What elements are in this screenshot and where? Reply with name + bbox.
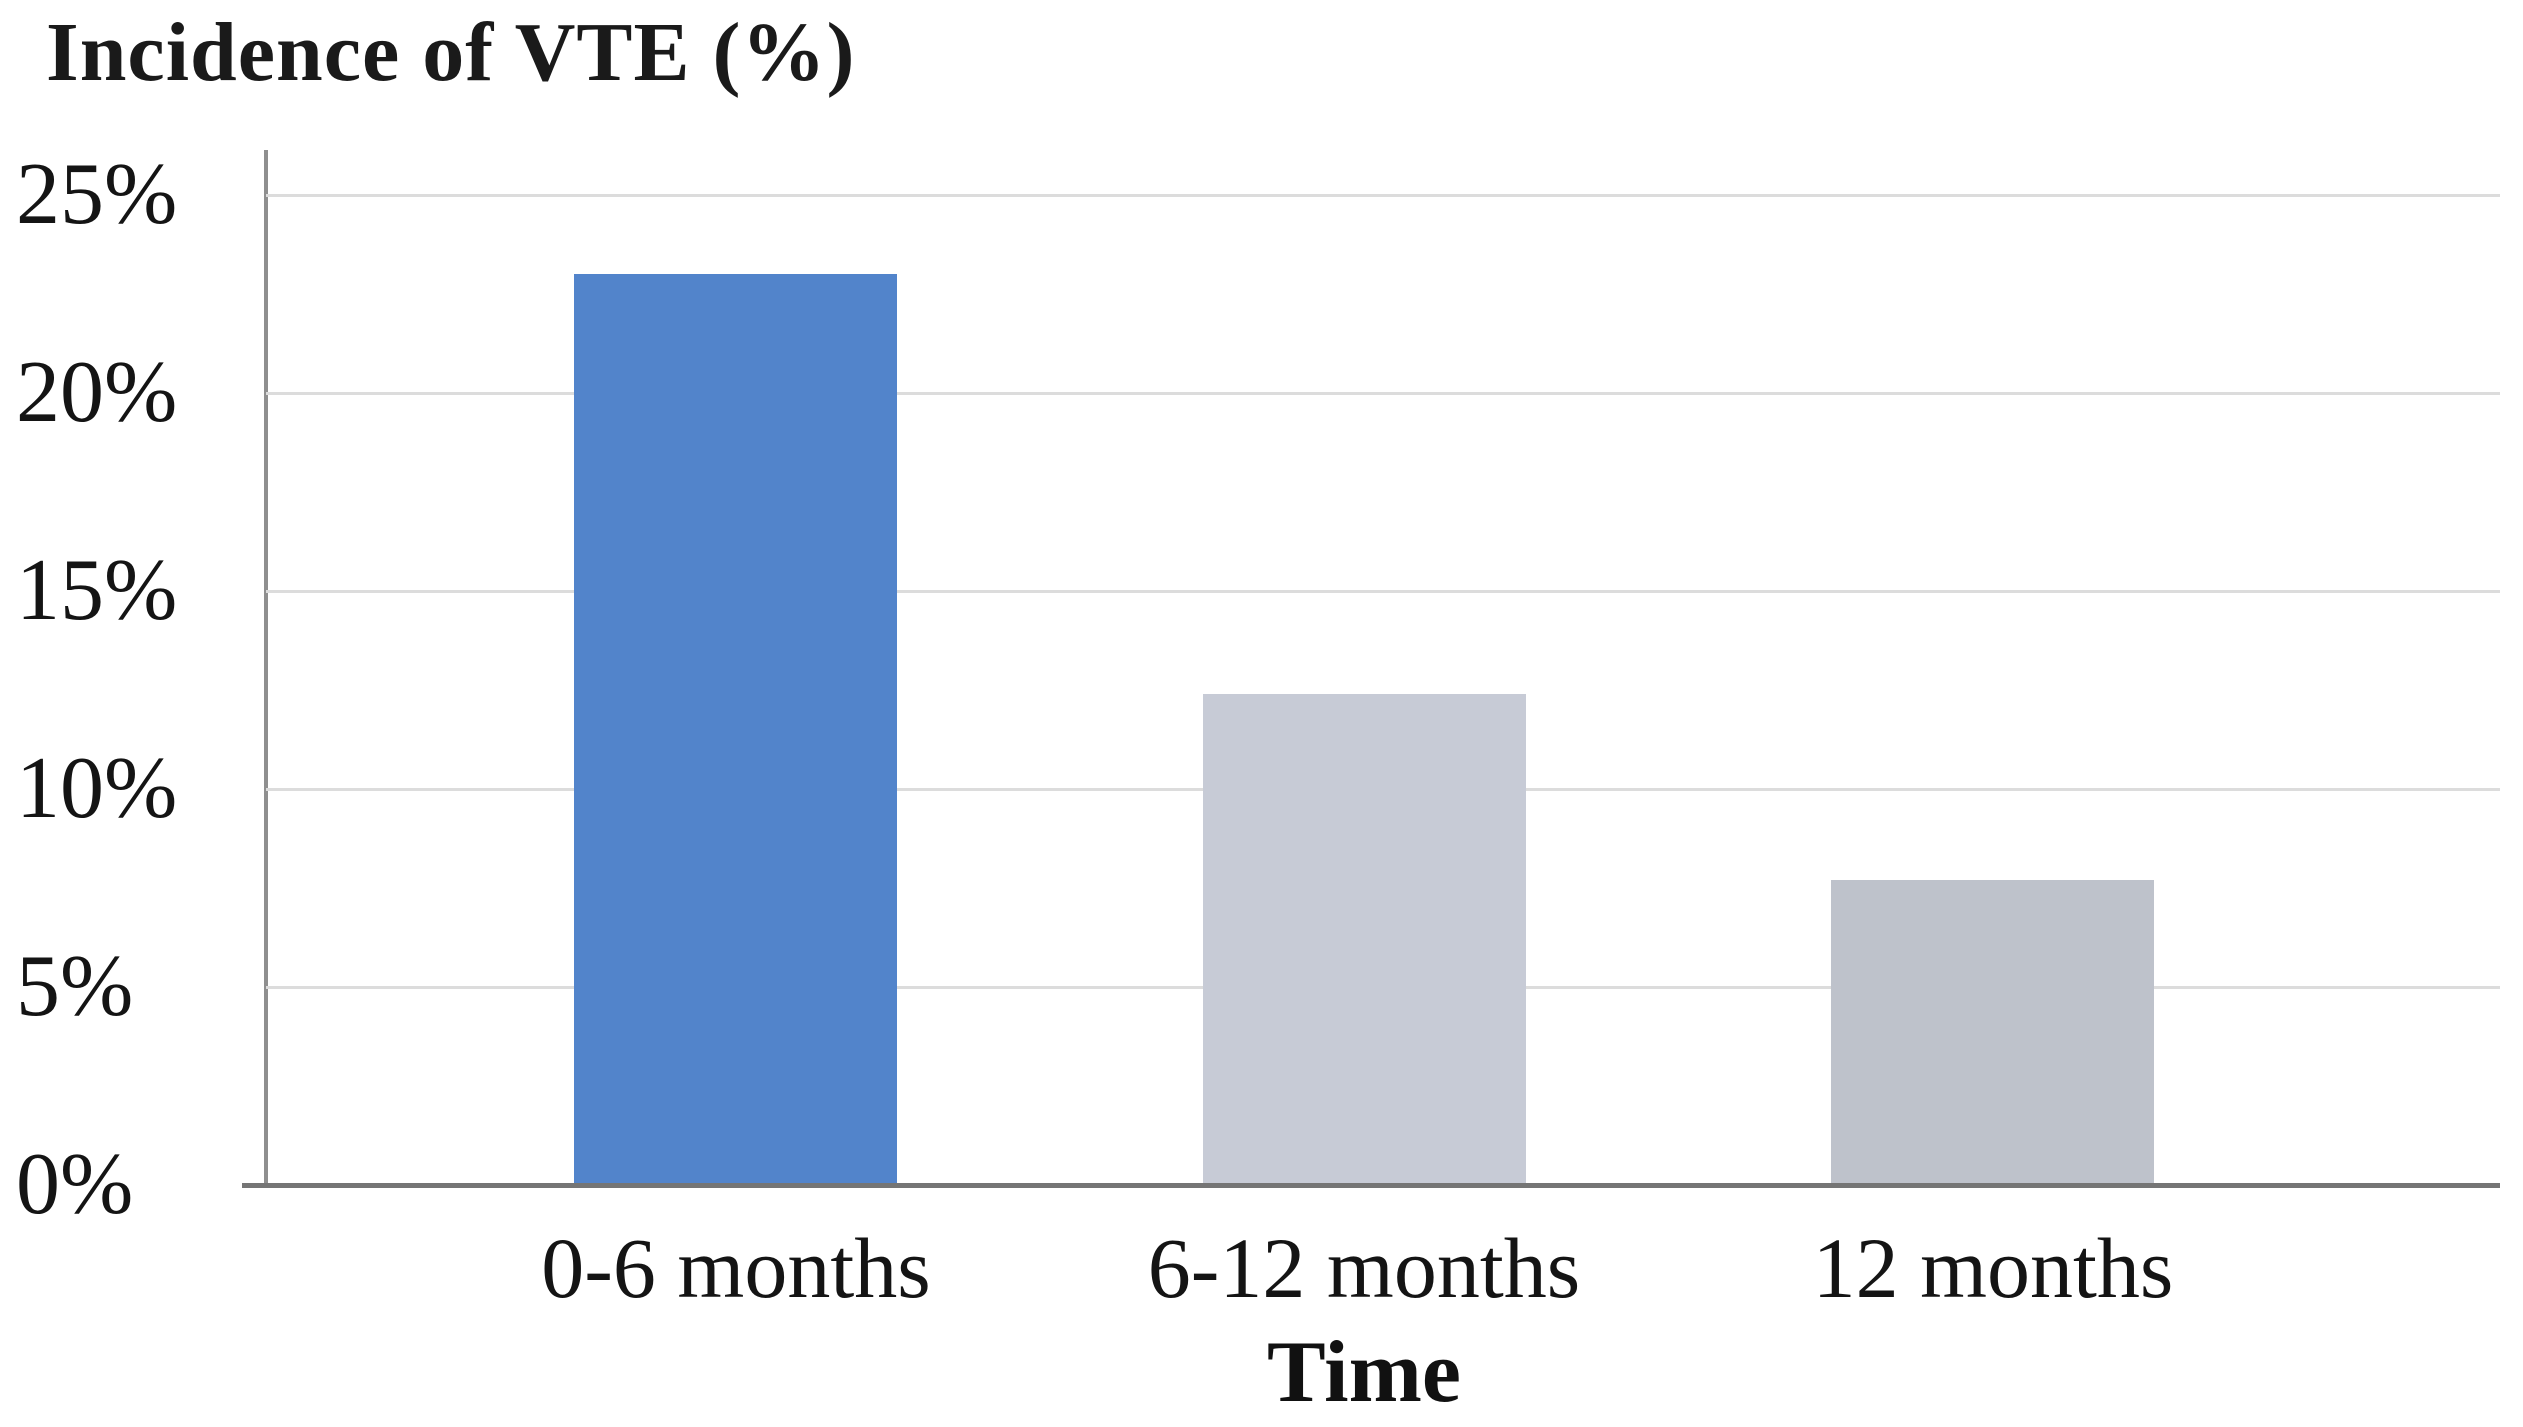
y-tick-label-20%: 20% bbox=[16, 344, 178, 441]
x-tick-label-6-12-months: 6-12 months bbox=[1147, 1220, 1581, 1316]
x-tick-label-12-months: 12 months bbox=[1812, 1220, 2174, 1316]
y-axis-line bbox=[264, 150, 268, 1186]
chart-title: Incidence of VTE (%) bbox=[46, 6, 856, 99]
y-tick-label-0%: 0% bbox=[16, 1136, 134, 1233]
y-tick-label-25%: 25% bbox=[16, 146, 178, 243]
bar-0-6-months bbox=[574, 274, 897, 1185]
y-tick-label-10%: 10% bbox=[16, 740, 178, 837]
bar-12-months bbox=[1831, 880, 2154, 1185]
x-tick-label-0-6-months: 0-6 months bbox=[541, 1220, 931, 1316]
bar-6-12-months bbox=[1203, 694, 1526, 1185]
gridline-20% bbox=[266, 392, 2500, 395]
gridline-15% bbox=[266, 590, 2500, 593]
x-axis-title: Time bbox=[1267, 1324, 1461, 1421]
gridline-25% bbox=[266, 194, 2500, 197]
y-tick-label-15%: 15% bbox=[16, 542, 178, 639]
y-tick-label-5%: 5% bbox=[16, 938, 134, 1035]
x-axis-line bbox=[242, 1183, 2500, 1188]
